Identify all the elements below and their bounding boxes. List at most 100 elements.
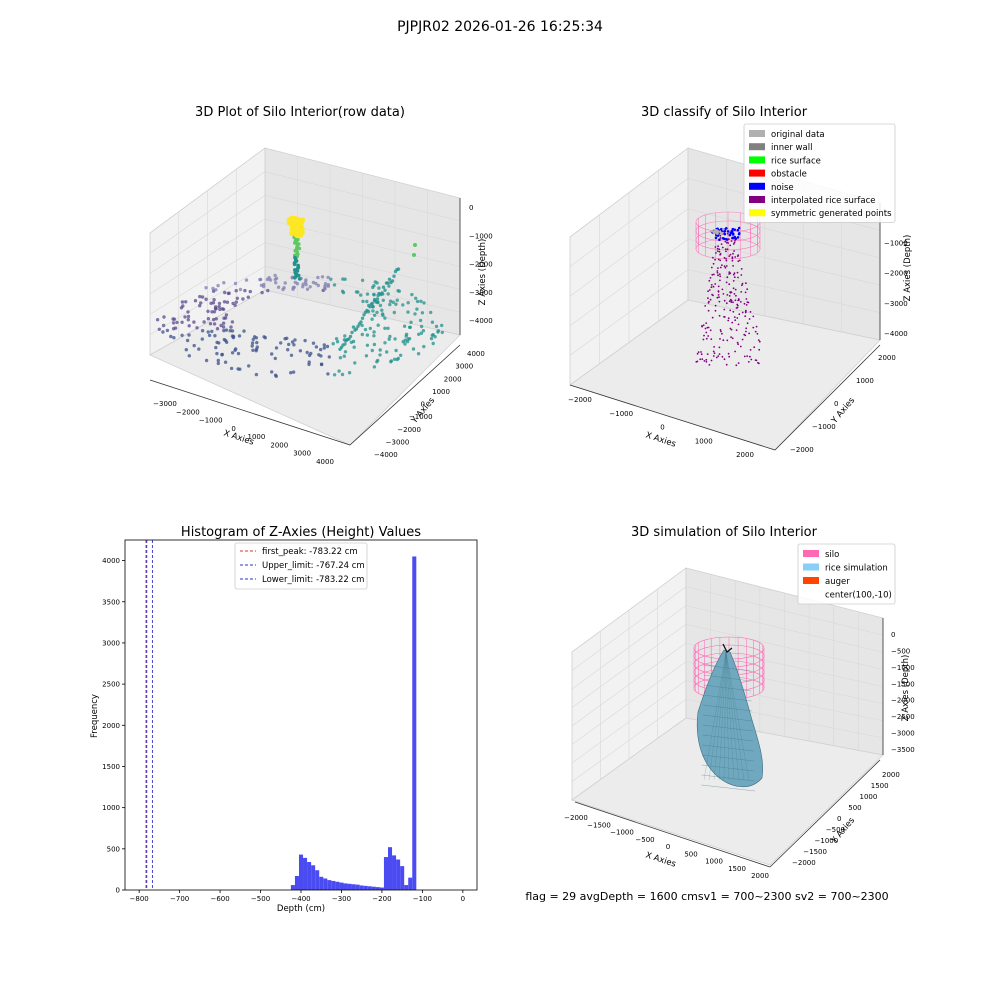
panel2-zlabel: Z Axies (Depth): [903, 235, 913, 302]
p4-legend-swatch: [803, 577, 819, 584]
interpolated-point: [744, 315, 747, 318]
data-point: [255, 340, 259, 345]
data-point: [291, 222, 297, 228]
data-point: [334, 337, 339, 341]
data-point: [289, 353, 294, 357]
interpolated-point: [736, 271, 739, 274]
interpolated-point: [718, 273, 721, 276]
interpolated-point: [715, 356, 718, 359]
interpolated-point: [729, 327, 732, 330]
data-point: [434, 324, 439, 329]
data-point: [161, 330, 165, 334]
data-point: [365, 292, 370, 296]
hist-bar: [396, 859, 401, 890]
interpolated-point: [730, 240, 733, 242]
data-point: [372, 292, 376, 297]
p2-z-tick-3: −3000: [884, 300, 908, 308]
p4-x-tick-0: −2000: [564, 814, 588, 822]
data-point: [185, 338, 190, 343]
hist-legend-label: first_peak: -783.22 cm: [262, 547, 358, 557]
interpolated-point: [731, 256, 734, 258]
data-point: [301, 282, 305, 286]
data-point: [180, 320, 184, 324]
data-point: [184, 300, 188, 304]
data-point: [429, 310, 433, 315]
interpolated-point: [699, 358, 702, 361]
interpolated-point: [728, 355, 731, 358]
data-point: [371, 305, 375, 309]
noise-point: [716, 234, 720, 237]
interpolated-point: [725, 250, 727, 253]
data-point: [365, 299, 369, 304]
panel1-ticks: −3000−2000−100001000200030004000−4000−30…: [153, 204, 493, 466]
interpolated-point: [755, 325, 758, 328]
data-point: [415, 299, 420, 304]
p1-x-tick-2: −1000: [199, 417, 223, 425]
data-point: [217, 304, 221, 309]
p4-x-tick-3: −500: [635, 836, 654, 844]
p4-z-tick-7: −3500: [891, 746, 915, 754]
hist-bar: [383, 857, 388, 890]
interpolated-point: [729, 309, 732, 312]
data-point: [386, 281, 390, 285]
surface-mesh-line: [703, 694, 752, 702]
interpolated-point: [725, 259, 728, 262]
interpolated-point: [724, 240, 727, 243]
data-point: [409, 320, 413, 324]
interpolated-point: [749, 349, 752, 351]
interpolated-point: [705, 322, 708, 324]
y-tick-label: 0: [116, 887, 120, 895]
panel3-xlabel: Depth (cm): [277, 904, 325, 914]
p2-legend-label: interpolated rice surface: [771, 196, 876, 206]
data-point: [225, 300, 230, 304]
interpolated-point: [728, 273, 730, 275]
data-point: [172, 317, 177, 321]
data-point: [157, 327, 161, 331]
interpolated-point: [721, 355, 724, 358]
p4-y-tick-4: 0: [837, 815, 841, 823]
data-point: [349, 340, 354, 344]
noise-point: [737, 232, 741, 236]
interpolated-point: [740, 274, 743, 276]
data-point: [165, 328, 170, 333]
interpolated-point: [734, 319, 737, 322]
data-point: [436, 330, 440, 334]
y-tick-label: 500: [107, 845, 120, 853]
status-footer: flag = 29 avgDepth = 1600 cmsv1 = 700~23…: [525, 890, 888, 903]
surface-mesh-line: [703, 651, 727, 781]
data-point: [354, 290, 359, 294]
hist-bar: [355, 884, 360, 890]
data-point: [369, 302, 374, 306]
data-point: [210, 329, 214, 334]
interpolated-point: [701, 358, 704, 360]
panel4-title: 3D simulation of Silo Interior: [631, 525, 818, 540]
panel2-legend: original data inner wall rice surface obsta…: [743, 123, 896, 223]
interpolated-point: [720, 330, 722, 333]
p2-legend-frame: [743, 123, 896, 223]
data-point: [290, 340, 295, 344]
interpolated-point: [737, 276, 739, 279]
hist-bar: [392, 855, 397, 890]
data-point: [299, 219, 305, 226]
data-point: [375, 281, 379, 285]
interpolated-point: [708, 289, 711, 291]
p1-y-tick-6: 2000: [444, 375, 462, 383]
p2-legend-swatch: [749, 196, 765, 203]
interpolated-point: [737, 362, 740, 364]
surface-mesh-line: [708, 651, 727, 781]
interpolated-point: [724, 266, 727, 269]
interpolated-point: [730, 328, 733, 331]
data-point: [311, 341, 316, 345]
interpolated-point: [732, 280, 735, 282]
data-point: [279, 341, 283, 345]
data-point: [361, 299, 365, 304]
interpolated-point: [726, 232, 729, 235]
panel2-points: [695, 226, 761, 367]
data-point: [372, 342, 377, 347]
data-point: [431, 341, 435, 346]
data-point: [223, 360, 228, 364]
interpolated-point: [718, 250, 721, 253]
noise-point: [729, 232, 733, 235]
interpolated-point: [738, 313, 741, 316]
data-point: [210, 310, 214, 314]
